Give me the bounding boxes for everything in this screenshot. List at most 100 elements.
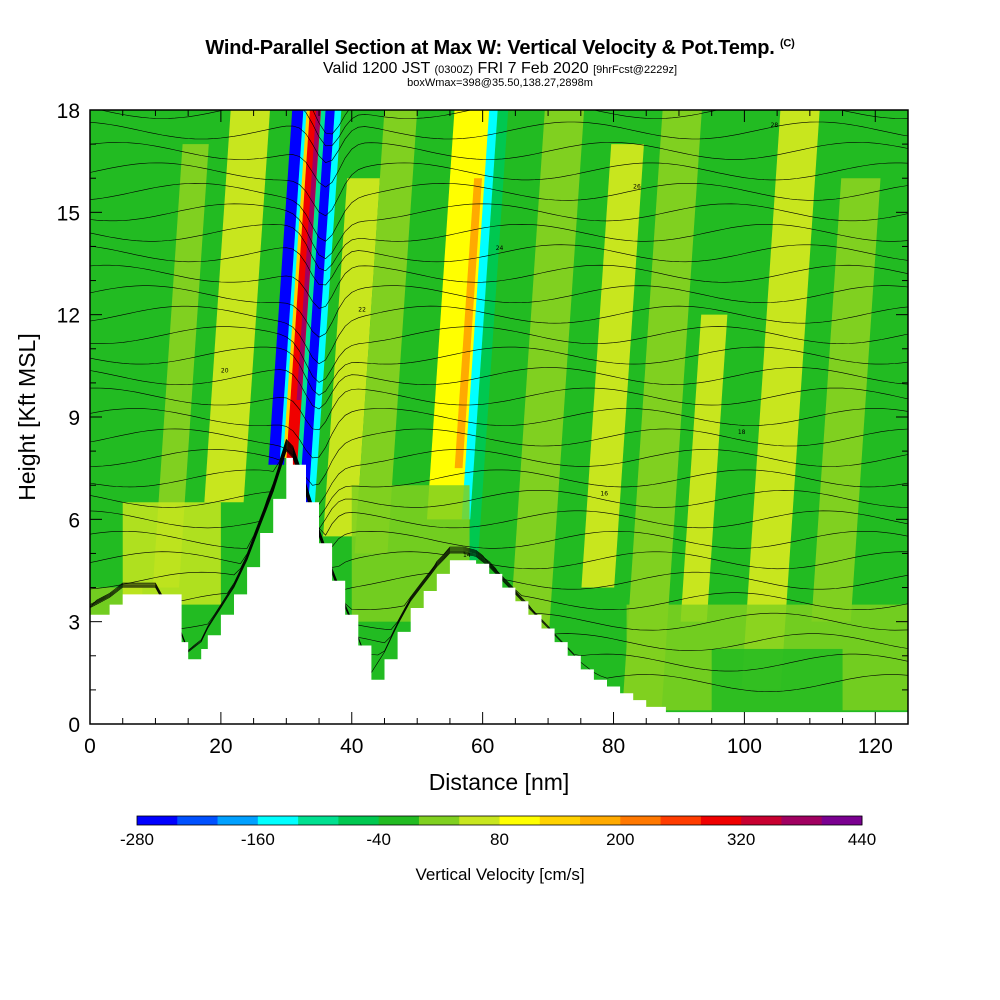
theta-contour-label: 28 xyxy=(771,122,779,129)
x-tick-label: 40 xyxy=(340,735,363,758)
theta-contour xyxy=(90,428,908,486)
velocity-band xyxy=(622,110,702,707)
theta-contour xyxy=(90,203,908,259)
theta-contour-label: 20 xyxy=(221,368,229,375)
theta-contour xyxy=(90,223,908,272)
velocity-band xyxy=(581,144,644,588)
y-tick-label: 6 xyxy=(68,509,80,532)
y-tick-label: 0 xyxy=(68,714,80,737)
velocity-band xyxy=(152,144,209,588)
velocity-band xyxy=(467,110,509,561)
colorbar-title: Vertical Velocity [cm/s] xyxy=(415,865,584,884)
colorbar-swatch xyxy=(660,816,702,825)
colorbar-tick-label: 440 xyxy=(848,830,876,849)
theta-contour xyxy=(90,446,908,610)
theta-contours: 10121416182022242628 xyxy=(90,110,908,692)
colorbar-tick-label: 320 xyxy=(727,830,755,849)
x-tick-label: 80 xyxy=(602,735,625,758)
colorbar-tick-label: 200 xyxy=(606,830,634,849)
colorbar: -280 -160 -40 80 200 320 440 xyxy=(120,815,876,849)
velocity-band xyxy=(323,178,380,537)
valid-date-label: FRI 7 Feb 2020 xyxy=(477,60,589,77)
theta-contour xyxy=(90,442,908,536)
y-tick-label: 3 xyxy=(68,612,80,635)
x-tick-label: 60 xyxy=(471,735,494,758)
theta-contour-label: 22 xyxy=(358,306,366,313)
theta-contour xyxy=(90,444,908,570)
theta-contour xyxy=(90,326,908,383)
theta-contour xyxy=(90,182,908,242)
colorbar-swatch xyxy=(821,816,863,825)
theta-contour-label: 18 xyxy=(738,429,746,436)
theta-contour-label: 26 xyxy=(633,183,641,190)
velocity-band xyxy=(741,110,820,690)
colorbar-swatch xyxy=(177,816,219,825)
colorbar-swatch xyxy=(378,816,420,825)
theta-contour xyxy=(90,264,908,309)
colorbar-tick-label: 80 xyxy=(490,830,509,849)
theta-contour-label: 14 xyxy=(463,552,471,559)
velocity-band xyxy=(204,110,270,503)
colorbar-swatch xyxy=(338,816,380,825)
colorbar-swatch xyxy=(459,816,500,825)
colorbar-swatch xyxy=(580,816,621,825)
theta-contour xyxy=(90,285,908,338)
theta-contour-label: 16 xyxy=(600,490,608,497)
x-tick-label: 0 xyxy=(84,735,96,758)
y-tick-label: 12 xyxy=(57,305,80,328)
colorbar-tick-label: -160 xyxy=(241,830,275,849)
chart-subtitle: Valid 1200 JST (0300Z) FRI 7 Feb 2020 [9… xyxy=(0,60,1000,78)
theta-contour xyxy=(90,438,908,506)
y-axis-title: Height [Kft MSL] xyxy=(14,333,40,500)
velocity-band xyxy=(299,110,338,503)
colorbar-swatch xyxy=(298,816,339,825)
velocity-band xyxy=(680,314,728,622)
forecast-label: [9hrFcst@2229z] xyxy=(593,64,678,76)
colorbar-swatch xyxy=(781,816,823,825)
colorbar-swatch xyxy=(539,816,581,825)
theta-contour xyxy=(90,162,908,217)
colorbar-tick-label: -40 xyxy=(366,830,391,849)
colorbar-swatch xyxy=(700,816,742,825)
colorbar-swatch xyxy=(418,816,460,825)
colorbar-swatch xyxy=(257,816,299,825)
copyright-mark: (C) xyxy=(779,37,795,50)
velocity-patch xyxy=(711,648,843,711)
axes: 0 20 40 60 80 100 120 0 3 6 9 12 15 18 xyxy=(57,100,908,758)
velocity-band xyxy=(296,110,321,400)
colorbar-frame xyxy=(136,815,863,826)
colorbar-swatch xyxy=(741,816,782,825)
colorbar-swatch xyxy=(499,816,541,825)
y-tick-label: 15 xyxy=(57,202,80,225)
theta-contour-label: 24 xyxy=(496,245,504,252)
velocity-band xyxy=(354,110,418,554)
theta-contour xyxy=(90,121,908,163)
y-tick-label: 9 xyxy=(68,407,80,430)
colorbar-swatch xyxy=(620,816,662,825)
valid-utc-label: (0300Z) xyxy=(434,64,473,76)
theta-contour xyxy=(90,441,908,530)
colorbar-swatch xyxy=(217,816,259,825)
velocity-band xyxy=(454,178,482,469)
boxwmax-label: boxWmax=398@35.50,138.27,2898m xyxy=(407,77,593,89)
x-tick-label: 100 xyxy=(727,735,762,758)
colorbar-swatch xyxy=(137,816,178,825)
x-tick-label: 120 xyxy=(858,735,893,758)
theta-contour xyxy=(90,387,908,431)
velocity-band xyxy=(461,110,500,520)
theta-contour xyxy=(90,445,908,590)
plot-area: 10121416182022242628 xyxy=(90,110,908,724)
theta-contour xyxy=(90,305,908,365)
colorbar-tick-label: -280 xyxy=(120,830,154,849)
terrain-mask xyxy=(90,457,908,724)
theta-contour xyxy=(90,439,908,518)
theta-contour xyxy=(90,244,908,286)
theta-contour xyxy=(90,443,908,549)
x-axis-title: Distance [nm] xyxy=(429,769,570,795)
x-tick-label: 20 xyxy=(209,735,232,758)
velocity-band xyxy=(306,110,342,537)
velocity-band xyxy=(507,110,585,673)
theta-contour xyxy=(90,367,908,410)
theta-contour xyxy=(90,346,908,396)
